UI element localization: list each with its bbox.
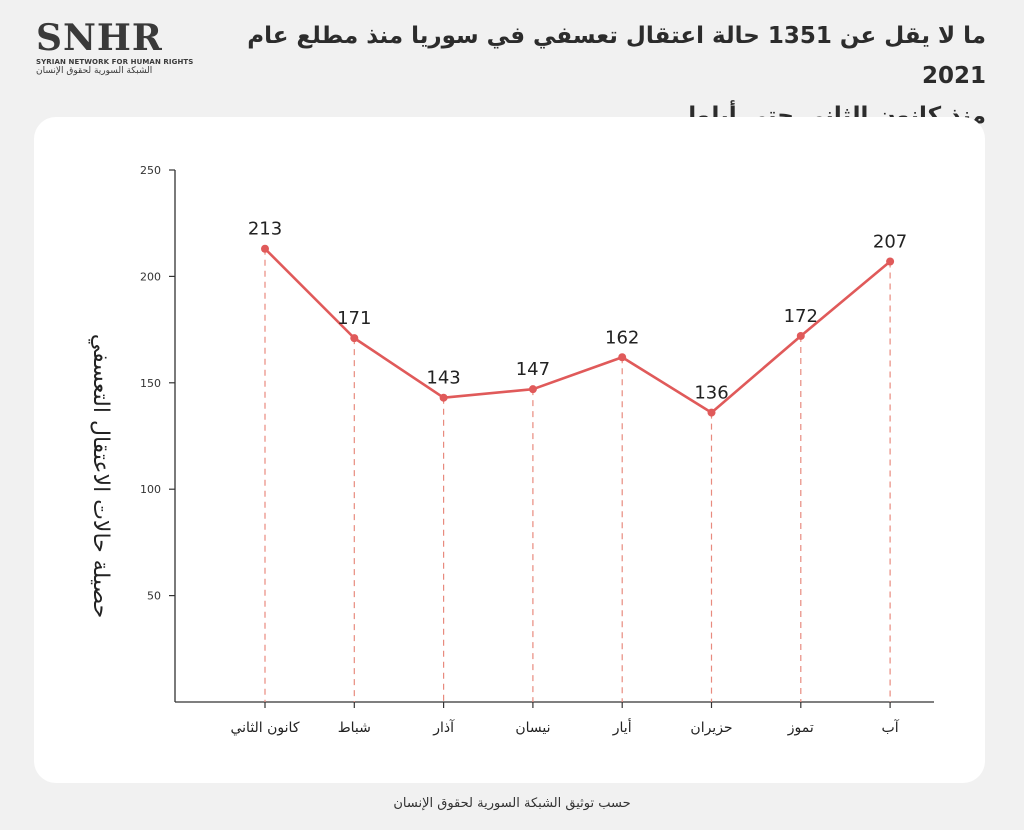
line-chart: 50 100 150 200 250 حصيلة حالات الاعتقال التعس… (88, 164, 934, 736)
data-label: 143 (426, 368, 460, 389)
logo: SNHR SYRIAN NETWORK FOR HUMAN RIGHTS الش… (36, 17, 194, 76)
data-point (707, 408, 716, 417)
y-tick-label: 250 (140, 164, 161, 177)
x-tick-label: تموز (787, 720, 814, 736)
chart-title: ما لا يقل عن 1351 حالة اعتقال تعسفي في س… (247, 23, 986, 89)
logo-mark: SNHR (36, 17, 163, 59)
x-tick-label: كانون الثاني (230, 720, 299, 736)
data-point (528, 385, 537, 394)
x-tick-label: نيسان (515, 720, 550, 736)
x-tick-label: شباط (338, 720, 371, 736)
data-label: 171 (337, 308, 371, 329)
series-line (264, 247, 891, 414)
x-tick-label: أيار (612, 718, 632, 736)
logo-english-text: SYRIAN NETWORK FOR HUMAN RIGHTS (36, 58, 194, 66)
data-label: 136 (694, 383, 728, 404)
data-label: 162 (605, 327, 639, 348)
data-point (618, 353, 627, 362)
data-point (439, 393, 448, 402)
data-point (261, 244, 269, 253)
x-tick-label: آب (882, 719, 900, 736)
y-tick-label: 100 (140, 483, 161, 496)
logo-arabic-text: الشبكة السورية لحقوق الإنسان (36, 66, 153, 76)
x-tick-label: حزيران (690, 720, 732, 736)
data-point (796, 331, 805, 340)
x-tick-label: آذار (432, 719, 455, 736)
data-point (886, 257, 895, 266)
data-label: 147 (516, 359, 550, 380)
y-tick-label: 200 (140, 270, 161, 283)
data-label: 172 (784, 306, 818, 327)
data-point (350, 334, 359, 343)
data-label: 207 (873, 232, 907, 253)
y-tick-label: 50 (147, 590, 161, 603)
data-label: 213 (248, 219, 282, 240)
source-note: حسب توثيق الشبكة السورية لحقوق الإنسان (393, 796, 631, 811)
y-tick-label: 150 (140, 377, 161, 390)
y-axis-title: حصيلة حالات الاعتقال التعسفي (88, 334, 113, 618)
chart-card: 50 100 150 200 250 حصيلة حالات الاعتقال التعس… (34, 117, 985, 783)
